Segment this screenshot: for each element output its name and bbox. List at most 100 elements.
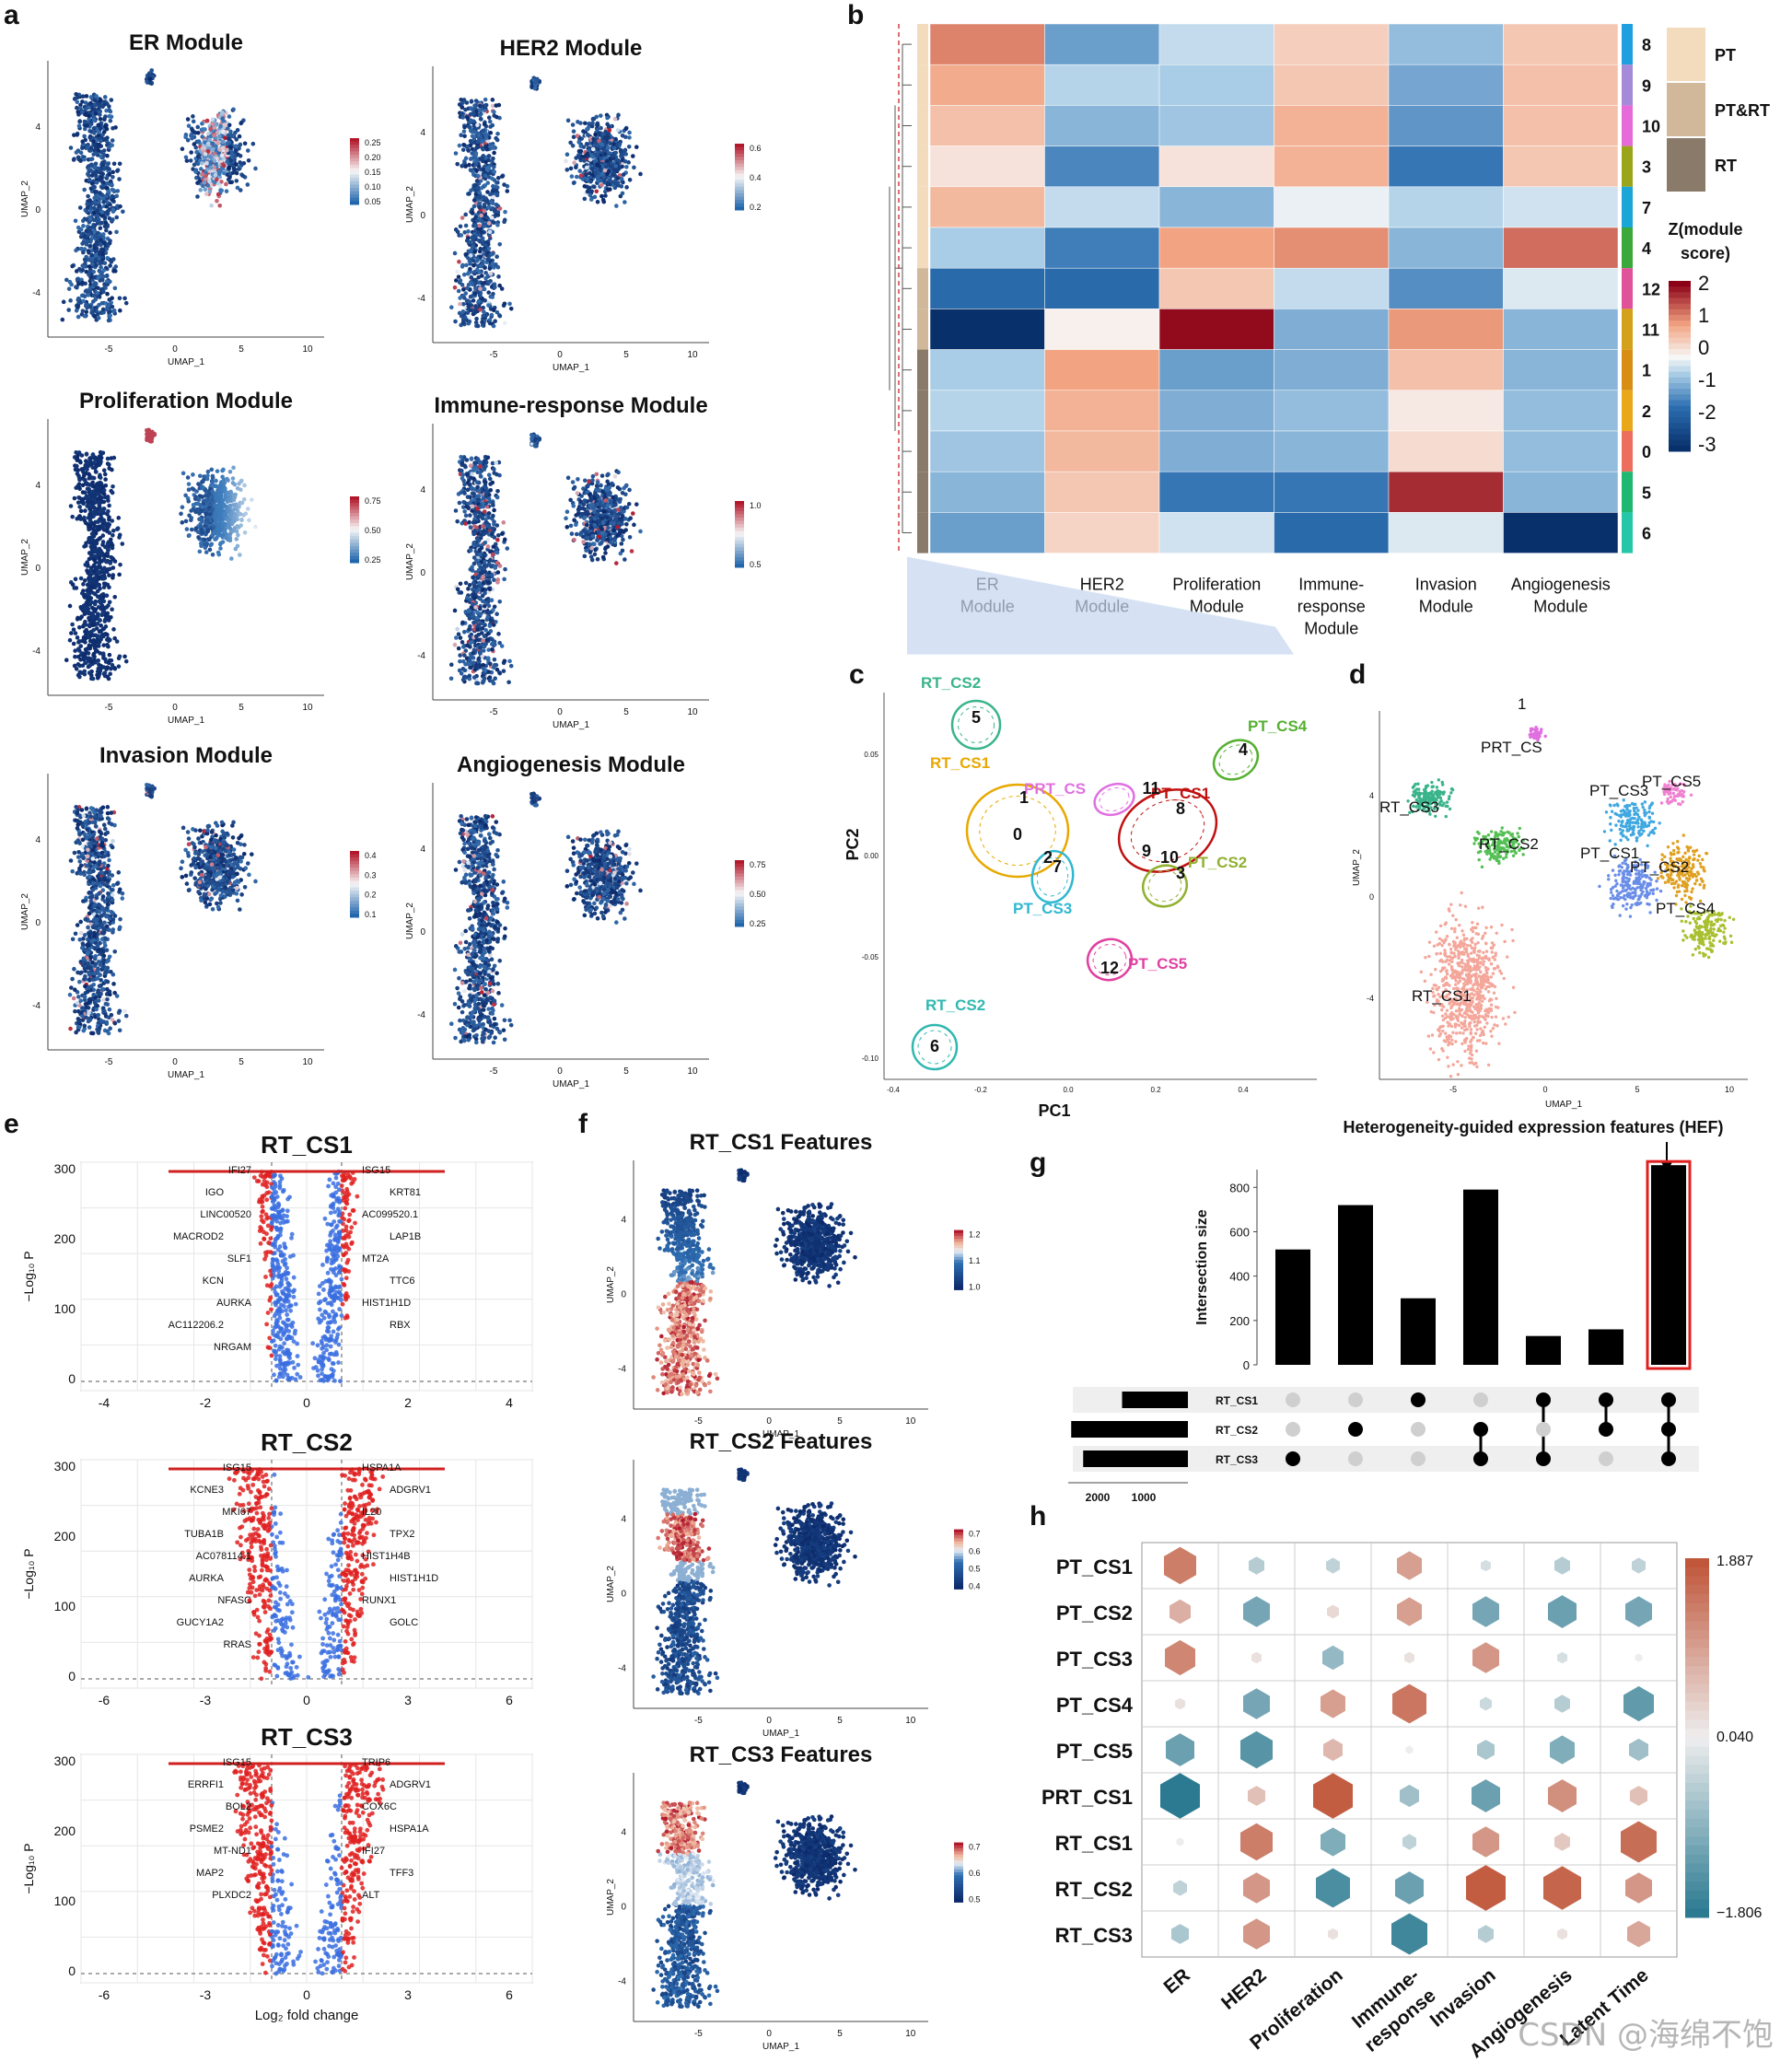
umap-point — [99, 178, 103, 182]
umap-point — [110, 183, 114, 188]
umap-point — [111, 529, 116, 533]
umap-point — [449, 662, 454, 667]
legend-swatch — [735, 200, 744, 204]
umap-point — [200, 480, 204, 484]
umap-point — [483, 209, 487, 214]
umap-point — [61, 318, 65, 322]
umap-point — [498, 314, 503, 319]
umap-point — [503, 210, 507, 215]
plot-title: ER Module — [129, 30, 243, 55]
panel-letter: g — [1030, 1147, 1046, 1178]
legend-swatch — [350, 165, 359, 169]
umap-point — [96, 675, 100, 680]
umap-point — [99, 489, 104, 494]
umap-point — [210, 508, 215, 513]
panel-letter: d — [1349, 659, 1366, 690]
umap-point — [576, 120, 580, 124]
umap-point — [93, 460, 98, 464]
umap-point — [492, 324, 496, 329]
umap-point — [208, 543, 213, 548]
umap-point — [108, 561, 112, 565]
umap-point — [495, 189, 499, 193]
umap-point — [231, 481, 236, 485]
umap-point — [231, 466, 236, 471]
umap-point — [622, 172, 626, 177]
umap-point — [105, 643, 110, 647]
umap-point — [232, 493, 237, 497]
x-axis-label: UMAP_1 — [168, 357, 204, 367]
umap-point — [242, 483, 247, 488]
umap-point — [85, 146, 89, 150]
umap-point — [608, 141, 612, 146]
x-axis-label: UMAP_1 — [553, 363, 589, 373]
umap-point — [114, 230, 119, 235]
umap-point — [488, 120, 493, 124]
umap-point — [460, 590, 464, 595]
umap-point — [498, 206, 503, 211]
umap-point — [73, 655, 77, 659]
umap-point — [92, 185, 97, 190]
umap-point — [93, 170, 98, 175]
umap-point — [243, 511, 248, 516]
umap-point — [90, 253, 95, 258]
umap-point — [98, 505, 102, 509]
umap-point — [103, 261, 108, 265]
umap-point — [473, 223, 478, 227]
umap-point — [215, 522, 219, 527]
legend-tick: 0.05 — [365, 197, 381, 206]
umap-point — [205, 473, 210, 478]
umap-point — [99, 117, 103, 122]
umap-point — [194, 168, 199, 172]
umap-point — [460, 264, 465, 269]
umap-point — [62, 300, 66, 305]
umap-point — [214, 173, 218, 178]
umap-point — [98, 549, 102, 553]
umap-point — [77, 625, 82, 630]
umap-point — [495, 612, 499, 616]
umap-point — [100, 186, 105, 191]
umap-point — [502, 182, 506, 187]
umap-point — [200, 161, 204, 166]
umap-point — [225, 477, 229, 482]
legend-swatch — [735, 197, 744, 201]
legend-swatch — [350, 513, 359, 517]
umap-point — [87, 656, 91, 660]
umap-point — [206, 149, 211, 154]
umap-point — [569, 167, 574, 171]
umap-point — [465, 115, 470, 120]
umap-point — [457, 647, 461, 651]
legend-swatch — [350, 507, 359, 510]
umap-point — [196, 507, 201, 512]
umap-point — [229, 556, 234, 561]
legend-swatch — [350, 556, 359, 560]
umap-point — [198, 473, 203, 478]
umap-point — [495, 223, 500, 227]
umap-point — [588, 192, 593, 197]
umap-point — [89, 585, 94, 589]
umap-point — [103, 95, 108, 99]
umap-point — [111, 207, 116, 212]
umap-point — [476, 275, 481, 280]
umap-point — [207, 538, 212, 542]
umap-point — [80, 110, 85, 114]
umap-point — [495, 193, 500, 198]
umap-point — [465, 145, 470, 149]
umap-point — [472, 250, 477, 254]
x-tick-label: 0 — [172, 703, 178, 713]
umap-point — [88, 516, 93, 520]
umap-point — [599, 126, 603, 131]
y-tick-label: 0 — [35, 205, 41, 216]
umap-point — [91, 521, 96, 526]
umap-point — [75, 667, 79, 671]
umap-point — [216, 141, 221, 146]
umap-point — [457, 289, 461, 294]
umap-point — [186, 475, 191, 480]
umap-point — [121, 542, 125, 546]
umap-point — [84, 100, 88, 105]
umap-point — [502, 577, 506, 582]
umap-point — [503, 301, 507, 306]
umap-point — [479, 255, 483, 260]
umap-point — [464, 263, 469, 268]
umap-point — [583, 554, 588, 559]
umap-point — [638, 172, 643, 177]
